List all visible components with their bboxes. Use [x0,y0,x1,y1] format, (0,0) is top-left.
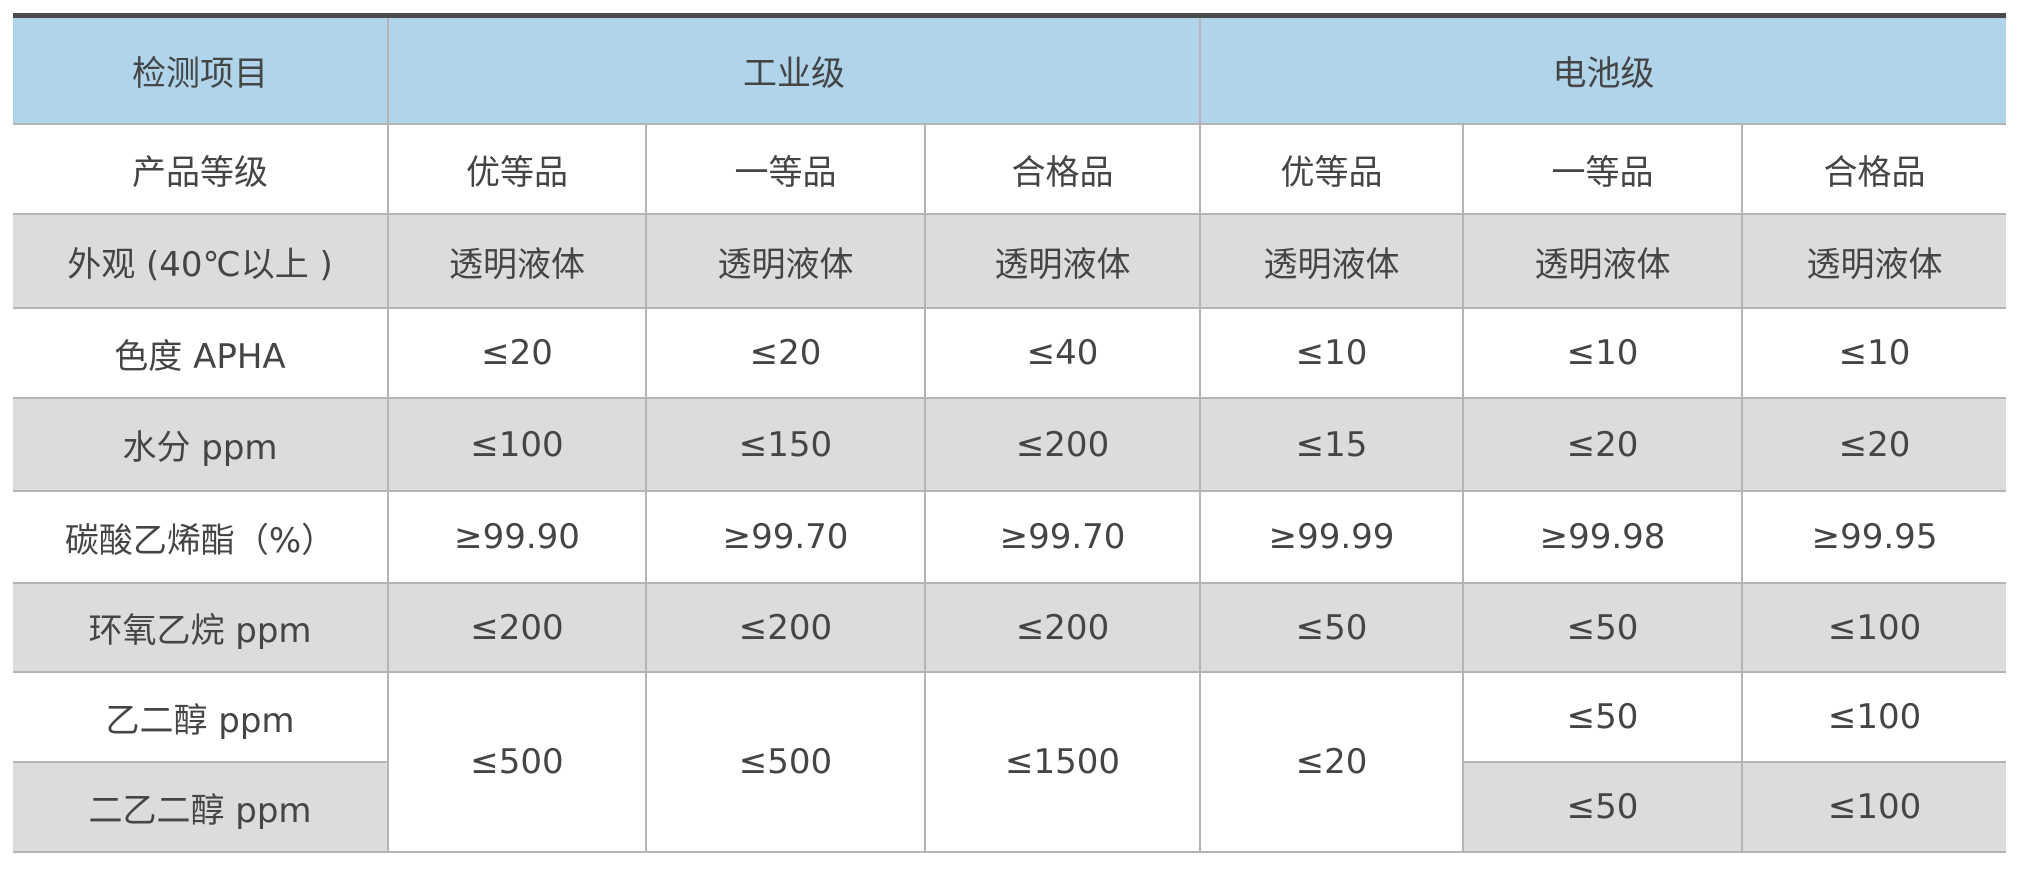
row-label: 色度 APHA [13,307,389,399]
value-cell-merged: ≤20 [1199,671,1465,853]
grade-cell: 一等品 [645,123,926,215]
table-row: 水分 ppm ≤100 ≤150 ≤200 ≤15 ≤20 ≤20 [13,397,2007,492]
value-cell: 透明液体 [645,213,926,309]
value-cell: ≤100 [387,397,647,492]
table-row: 碳酸乙烯酯（%） ≥99.90 ≥99.70 ≥99.70 ≥99.99 ≥99… [13,490,2007,584]
value-cell: ≤20 [387,307,647,399]
value-cell: ≤20 [1741,397,2007,492]
header-battery: 电池级 [1199,14,2007,125]
value-cell: ≤200 [645,582,926,673]
value-cell: ≤150 [645,397,926,492]
value-cell: ≥99.98 [1462,490,1744,584]
value-cell: ≤100 [1741,582,2007,673]
grade-row: 产品等级 优等品 一等品 合格品 优等品 一等品 合格品 [13,123,2007,215]
row-label: 乙二醇 ppm [13,671,389,763]
row-label: 二乙二醇 ppm [13,761,389,853]
value-cell: ≤10 [1741,307,2007,399]
value-cell: 透明液体 [1462,213,1744,309]
value-cell: ≤50 [1462,761,1744,853]
value-cell: ≤20 [645,307,926,399]
value-cell: ≤15 [1199,397,1465,492]
row-label: 外观 (40℃以上 ) [13,213,389,309]
value-cell: 透明液体 [1199,213,1465,309]
value-cell: ≥99.90 [387,490,647,584]
value-cell: 透明液体 [387,213,647,309]
row-label: 环氧乙烷 ppm [13,582,389,673]
value-cell: ≤100 [1741,671,2007,763]
value-cell: ≤50 [1462,582,1744,673]
value-cell: ≤50 [1462,671,1744,763]
row-label: 水分 ppm [13,397,389,492]
value-cell: ≤40 [923,307,1202,399]
value-cell-merged: ≤500 [645,671,926,853]
grade-cell: 合格品 [1741,123,2007,215]
grade-cell: 优等品 [1199,123,1465,215]
value-cell: ≤200 [923,582,1202,673]
grade-cell: 优等品 [387,123,647,215]
value-cell-merged: ≤1500 [923,671,1202,853]
specification-table: 检测项目 工业级 电池级 产品等级 优等品 一等品 合格品 优等品 一等品 合格… [13,13,2007,853]
value-cell: ≤10 [1199,307,1465,399]
grade-cell: 一等品 [1462,123,1744,215]
value-cell-merged: ≤500 [387,671,647,853]
row-label: 产品等级 [13,123,389,215]
value-cell: ≤200 [387,582,647,673]
grade-cell: 合格品 [923,123,1202,215]
header-row: 检测项目 工业级 电池级 [13,14,2007,125]
value-cell: ≥99.70 [923,490,1202,584]
header-industrial: 工业级 [386,14,1202,125]
table-row: 环氧乙烷 ppm ≤200 ≤200 ≤200 ≤50 ≤50 ≤100 [13,582,2007,673]
value-cell: ≥99.95 [1741,490,2007,584]
row-label: 碳酸乙烯酯（%） [13,490,389,584]
value-cell: ≤20 [1462,397,1744,492]
value-cell: 透明液体 [1741,213,2007,309]
value-cell: ≥99.70 [645,490,926,584]
value-cell: ≤50 [1199,582,1465,673]
header-item: 检测项目 [13,14,389,125]
table-row-glycol: 乙二醇 ppm ≤500 ≤500 ≤1500 ≤20 ≤50 ≤100 [13,671,2007,853]
value-cell: ≤10 [1462,307,1744,399]
table-row-diethylene-glycol: 二乙二醇 ppm ≤50 ≤100 [13,761,2007,853]
value-cell: ≤200 [923,397,1202,492]
value-cell: 透明液体 [923,213,1202,309]
value-cell: ≥99.99 [1199,490,1465,584]
table-row: 色度 APHA ≤20 ≤20 ≤40 ≤10 ≤10 ≤10 [13,307,2007,399]
value-cell: ≤100 [1741,761,2007,853]
table-row: 外观 (40℃以上 ) 透明液体 透明液体 透明液体 透明液体 透明液体 透明液… [13,213,2007,309]
